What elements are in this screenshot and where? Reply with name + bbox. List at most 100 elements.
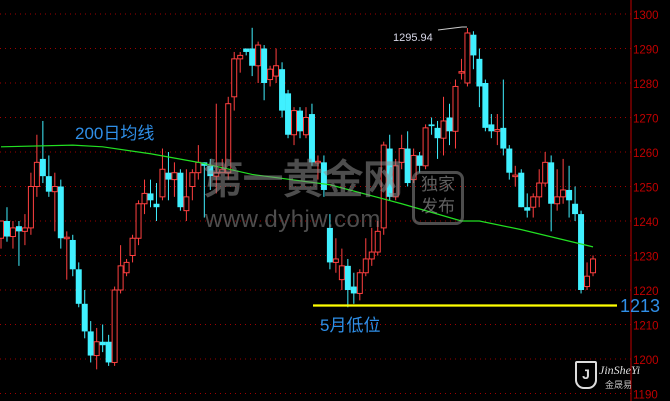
candle-body	[332, 258, 339, 263]
ma200-label: 200日均线	[75, 124, 155, 143]
candle-up	[536, 169, 543, 208]
candle-body	[572, 203, 579, 215]
candle-down	[279, 62, 286, 118]
candle-body	[213, 172, 220, 177]
candle-up	[530, 193, 537, 218]
candle-up	[314, 155, 321, 180]
candle-body	[434, 127, 441, 139]
candle-down	[39, 120, 46, 184]
candle-down	[326, 214, 333, 270]
candle-down	[416, 152, 423, 173]
candle-body	[189, 172, 196, 187]
candle-down	[506, 145, 513, 180]
candle-body	[392, 165, 399, 198]
candle-up	[458, 58, 465, 80]
candle-body	[386, 148, 393, 197]
candle-up	[267, 65, 274, 87]
candle-body	[267, 68, 274, 81]
candle-up	[452, 79, 459, 149]
candle-body	[123, 261, 130, 274]
candle-body	[249, 48, 256, 66]
candle-body	[9, 227, 16, 238]
candle-down	[297, 107, 303, 139]
candle-up	[51, 172, 58, 232]
candle-body	[350, 286, 357, 294]
candle-body	[440, 120, 447, 139]
candle-body	[536, 182, 543, 198]
candle-up	[380, 141, 387, 235]
candle-body	[87, 331, 94, 356]
candle-body	[177, 172, 184, 208]
candle-down	[15, 221, 22, 266]
candle-up	[93, 327, 100, 370]
candle-down	[404, 131, 411, 187]
candle-body	[314, 160, 321, 164]
candle-up	[374, 221, 381, 256]
watermark-badge-line1: 独家	[421, 175, 455, 194]
candle-body	[554, 196, 561, 205]
candle-body	[500, 127, 507, 149]
candle-down	[578, 210, 585, 294]
candle-body	[398, 148, 405, 163]
y-tick-label: 1290	[633, 45, 659, 57]
candle-body	[291, 110, 298, 136]
candle-up	[237, 51, 244, 73]
candle-body	[308, 114, 315, 163]
candle-up	[398, 134, 405, 170]
candle-up	[512, 165, 519, 187]
candle-up	[440, 96, 447, 156]
candle-up	[273, 48, 280, 83]
candle-up	[0, 220, 4, 249]
logo-brand: JinSheYi	[599, 363, 641, 377]
candle-body	[590, 258, 597, 274]
candle-down	[350, 272, 357, 304]
candle-down	[500, 79, 507, 156]
candle-body	[488, 124, 495, 132]
watermark-site-url: www.dyhjw.com	[205, 206, 381, 233]
candle-up	[356, 269, 363, 301]
candle-body	[560, 189, 567, 198]
y-tick-label: 1240	[633, 217, 659, 229]
candle-up	[117, 245, 124, 294]
candle-body	[105, 341, 112, 363]
candle-body	[476, 58, 483, 87]
candle-body	[27, 186, 34, 229]
candle-down	[518, 169, 525, 208]
candle-up	[542, 152, 549, 187]
candle-body	[422, 127, 429, 167]
candle-body	[326, 227, 333, 263]
candle-down	[177, 169, 184, 211]
candle-up	[362, 238, 369, 277]
candle-up	[219, 158, 226, 174]
candle-body	[494, 129, 501, 132]
candle-body	[518, 172, 525, 208]
y-tick-label: 1270	[633, 114, 659, 126]
y-tick-label: 1200	[633, 355, 659, 367]
candle-body	[117, 265, 124, 291]
candle-body	[279, 69, 286, 111]
y-tick-label: 1190	[633, 390, 658, 401]
candle-body	[458, 71, 465, 74]
candle-body	[344, 265, 351, 290]
candle-down	[57, 179, 64, 249]
jinsheyi-logo: J JinSheYi 金晟易	[573, 355, 640, 395]
y-tick-label: 1280	[633, 79, 659, 91]
candle-body	[380, 144, 387, 229]
candle-up	[63, 231, 70, 280]
candle-up	[464, 28, 471, 87]
candle-body	[0, 220, 4, 239]
candle-body	[368, 251, 375, 260]
y-axis-ticks: 1190 1200 1210 1220 1230 1240 1250 1260 1270 1280…	[633, 10, 659, 401]
candle-body	[15, 226, 22, 232]
candle-down	[428, 117, 435, 135]
candle-body	[63, 236, 70, 240]
candle-body	[416, 155, 423, 166]
candle-up	[159, 148, 166, 201]
candle-body	[446, 117, 453, 132]
candle-body	[231, 58, 238, 98]
candle-down	[3, 207, 10, 242]
y-tick-label: 1210	[633, 321, 659, 333]
candle-body	[207, 165, 214, 177]
candle-body	[99, 341, 106, 346]
candle-body	[219, 168, 226, 174]
